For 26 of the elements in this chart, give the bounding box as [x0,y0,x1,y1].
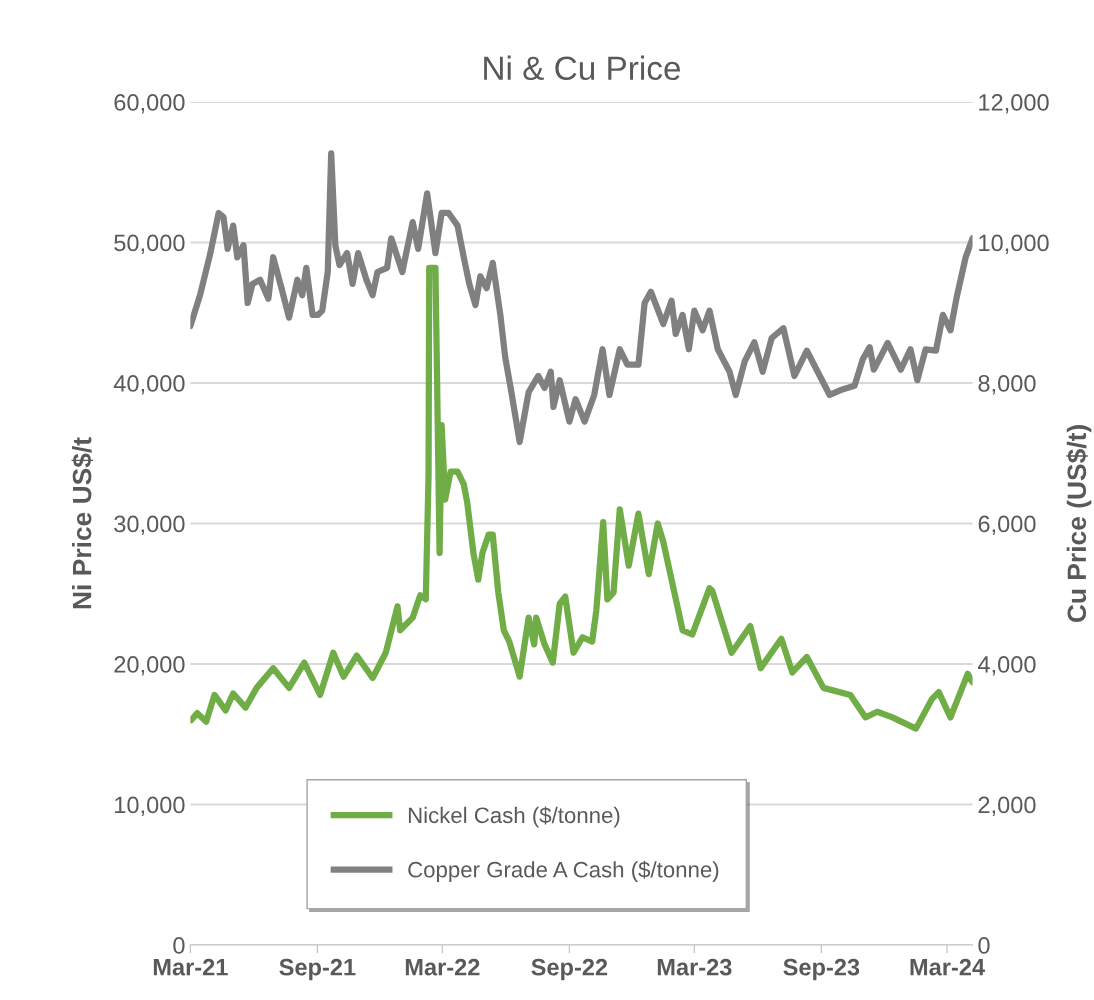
y-tick-label: 60,000 [114,94,185,114]
y2-tick-label: 12,000 [979,94,1049,114]
x-tick-label: Sep-23 [783,958,860,981]
y-tick-label: 20,000 [114,656,185,676]
y2-axis-title: Cu Price (US$/t) [1066,425,1092,623]
x-tick-label: Mar-23 [657,958,732,976]
y2-tick-label: 8,000 [978,375,1036,395]
y2-tick-label: 4,000 [977,656,1036,676]
legend-label: Nickel Cash ($/tonne) [408,806,620,828]
legend-label: Copper Grade A Cash ($/tonne) [408,860,719,882]
y-tick-label: 50,000 [114,234,185,255]
x-tick-label: Sep-21 [279,958,356,981]
x-tick-label: Mar-24 [910,958,985,976]
y-axis-title: Ni Price US$/t [71,437,94,609]
y-tick-label: 40,000 [113,375,185,395]
x-tick-label: Mar-21 [153,958,228,976]
y2-tick-label: 2,000 [978,796,1036,817]
x-tick-label: Mar-22 [405,958,480,976]
y2-tick-label: 10,000 [979,234,1049,255]
y-tick-label: 10,000 [115,796,185,817]
x-tick-label: Sep-22 [531,958,608,981]
y-tick-label: 0 [173,937,185,954]
y2-tick-label: 0 [978,937,990,954]
chart-title: Ni & Cu Price [484,55,681,81]
y-tick-label: 30,000 [114,515,185,536]
y2-tick-label: 6,000 [978,515,1036,536]
